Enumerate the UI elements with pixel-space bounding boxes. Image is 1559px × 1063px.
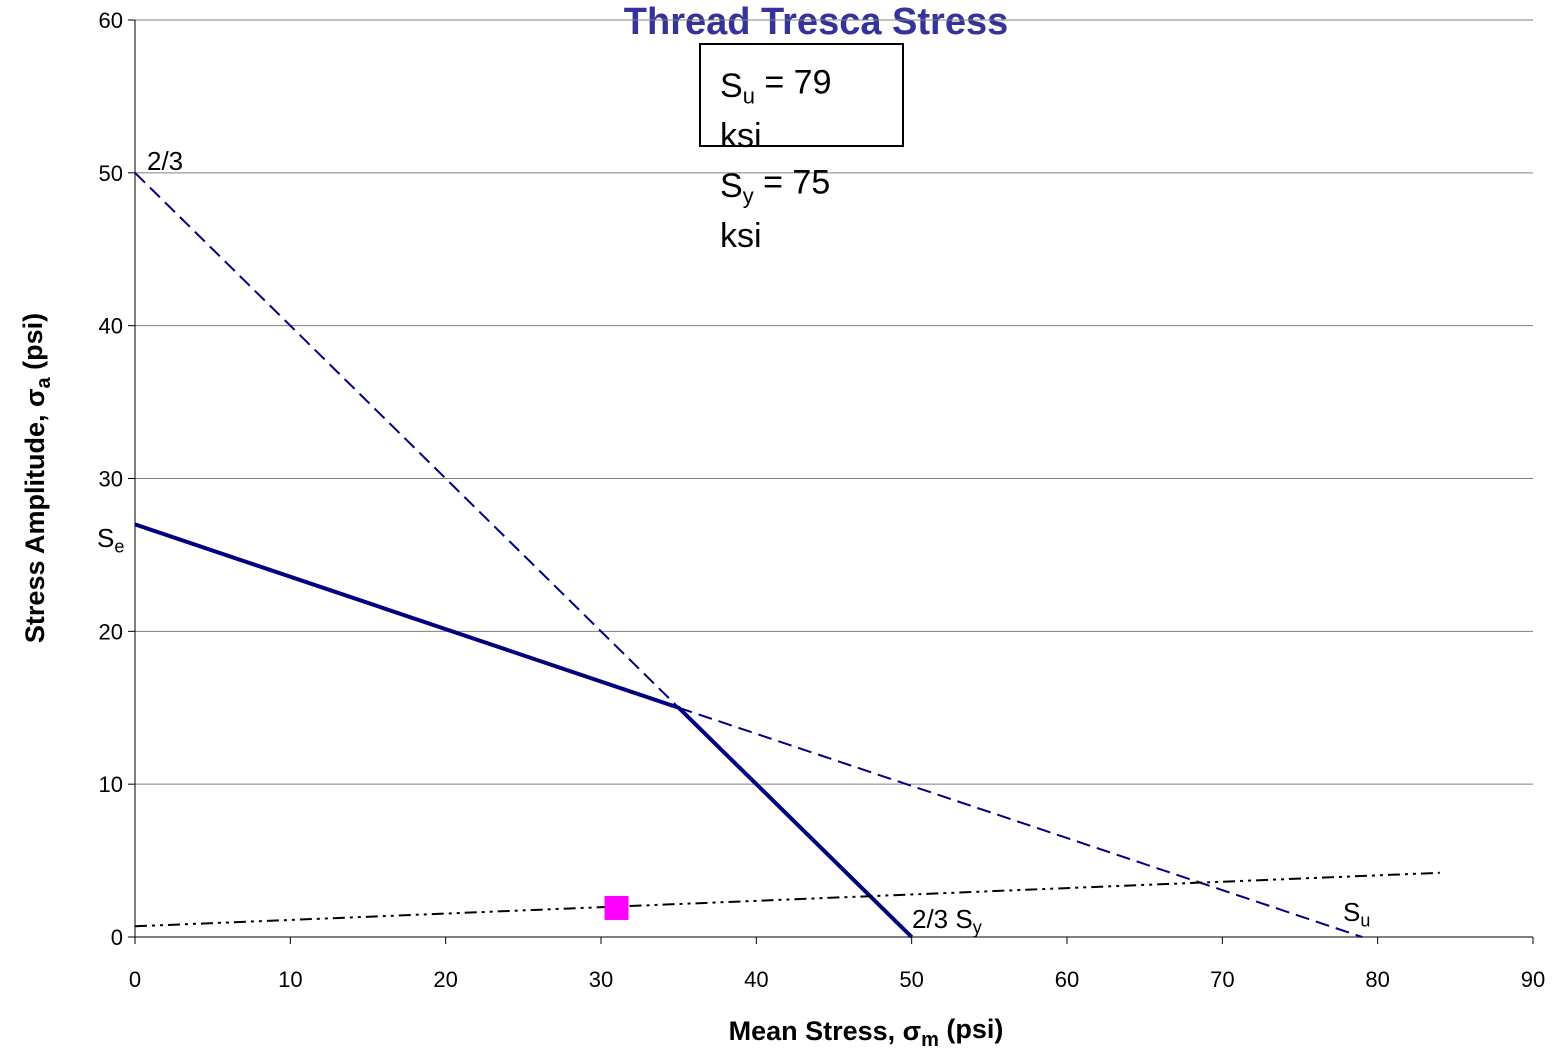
text-box-line-sub: u [743,84,755,109]
x-tick-label: 40 [744,967,768,992]
annotation: 2/3 [147,146,183,176]
x-tick-label: 0 [129,967,141,992]
annotation-part: 2/3 S [912,904,973,934]
text-box-line-part: ksi [720,117,762,155]
line [134,172,680,709]
y-axis-title-part: Stress Amplitude, σ [20,389,50,644]
text-box-line-part: ksi [720,217,762,255]
annotation-part: 2/3 [147,146,183,176]
text-box-line: ksi [720,217,762,255]
text-box-line-part: = 75 [754,163,831,201]
y-tick-label: 20 [99,619,123,644]
y-axis-title-part: (psi) [18,313,48,378]
line [678,706,1363,938]
annotation-sub: u [1360,910,1370,930]
y-axis-title: Stress Amplitude, σa (psi) [18,313,55,643]
annotation: Su [1343,897,1370,930]
chart-title: Thread Tresca Stress [624,1,1008,43]
y-axis-title-sub: a [33,377,55,389]
annotation-sub: e [114,536,124,556]
annotation: Se [97,523,124,556]
x-tick-label: 10 [278,967,302,992]
y-tick-label: 50 [99,161,123,186]
x-tick-label: 90 [1521,967,1545,992]
annotation-part: S [97,523,114,553]
text-box-line: ksi [720,117,762,155]
y-tick-label: 40 [99,314,123,339]
text-box-line-part: S [720,167,743,205]
text-box-line-part: S [720,67,743,105]
y-tick-label: 60 [99,8,123,33]
line [134,871,1440,928]
text-box-line: Sy = 75 [720,163,830,208]
x-axis-title-sub: m [921,1029,939,1051]
y-tick-label: 30 [99,467,123,492]
text-box-line-sub: y [743,184,754,209]
text-box-line: Su = 79 [720,63,832,108]
line [134,522,914,939]
x-tick-label: 30 [589,967,613,992]
text-box-line-part: = 79 [755,63,832,101]
y-tick-label: 10 [99,772,123,797]
x-tick-label: 20 [433,967,457,992]
text-box [699,43,904,147]
x-axis-title-part: Mean Stress, σ [729,1016,922,1046]
annotation-sub: y [973,917,982,937]
x-axis-title-part: (psi) [939,1014,1004,1044]
marker [604,895,629,920]
annotation: 2/3 Sy [912,904,982,937]
x-tick-label: 50 [899,967,923,992]
x-tick-label: 80 [1365,967,1389,992]
x-tick-label: 60 [1055,967,1079,992]
x-tick-label: 70 [1210,967,1234,992]
x-axis-title: Mean Stress, σm (psi) [729,1014,1004,1051]
annotation-part: S [1343,897,1360,927]
y-tick-label: 0 [111,925,123,950]
